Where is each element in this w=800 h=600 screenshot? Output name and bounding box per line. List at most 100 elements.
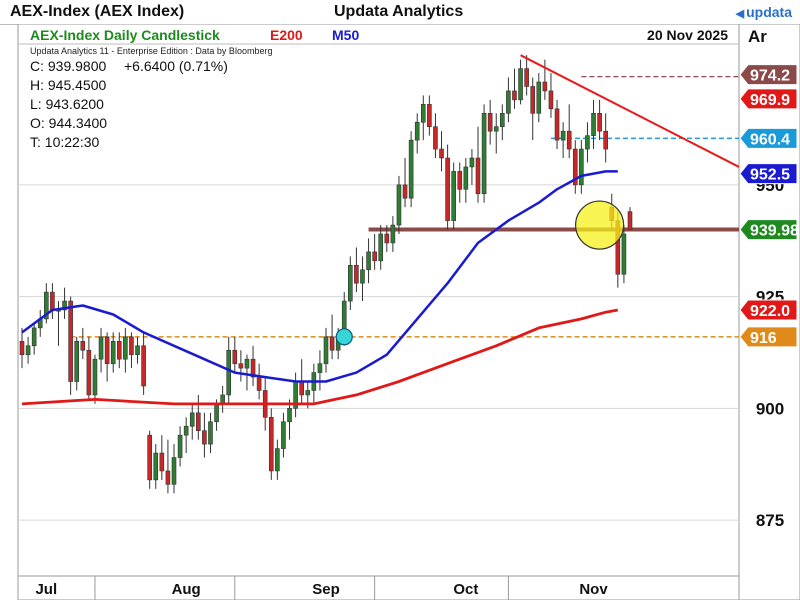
candle-body — [366, 251, 371, 271]
price-tag-bg — [739, 219, 798, 241]
candle-body — [384, 233, 390, 244]
x-label-oct: Oct — [453, 581, 478, 598]
candle-body — [487, 112, 493, 132]
chart-title: AEX-Index Daily Candlestick — [30, 27, 220, 43]
candle-body — [360, 269, 365, 284]
candle-body — [591, 112, 596, 136]
candle-body — [104, 336, 110, 364]
price-tag-text: 922.0 — [750, 303, 790, 320]
updata-logo-icon: ◀ — [735, 8, 745, 20]
candle-body — [68, 300, 73, 382]
price-tag-text: 916 — [750, 330, 777, 347]
x-label-nov: Nov — [579, 581, 608, 598]
candle-body — [31, 327, 37, 347]
candle-body — [396, 184, 402, 226]
ma50-line — [21, 170, 618, 383]
candle-body — [579, 148, 584, 186]
price-tag-922-0: 922.0 — [739, 299, 798, 321]
candle-body — [475, 157, 481, 195]
candle-body — [92, 358, 98, 396]
candle-body — [189, 412, 195, 427]
candle-body — [305, 390, 311, 396]
price-tag-text: 969.9 — [750, 92, 790, 109]
price-tag-969-9: 969.9 — [739, 88, 798, 110]
candle-body — [354, 264, 359, 284]
x-label-jul: Jul — [35, 581, 57, 598]
candle-body — [196, 412, 201, 432]
candle-body — [256, 376, 262, 391]
candle-body — [408, 139, 414, 199]
candle-body — [554, 108, 560, 141]
readout-time: T: 10:22:30 — [30, 134, 99, 150]
candle-body — [512, 90, 517, 101]
price-tag-bg — [739, 326, 798, 348]
candle-body — [390, 224, 396, 244]
ema200-line — [21, 308, 619, 406]
candle-body — [287, 408, 292, 423]
price-tag-916: 916 — [739, 326, 798, 348]
candle-body — [348, 264, 353, 302]
candle-body — [481, 112, 487, 195]
price-tag-bg — [739, 88, 798, 110]
candle-body — [572, 148, 578, 186]
candle-body — [414, 121, 420, 141]
plot-area[interactable] — [17, 24, 740, 577]
candle-body — [238, 363, 244, 369]
price-tag-bg — [739, 127, 798, 149]
candle-body — [493, 126, 499, 132]
candle-body — [548, 90, 554, 110]
candle-body — [281, 421, 286, 449]
y-tick-875: 875 — [756, 511, 784, 530]
candle-body — [560, 130, 566, 141]
brand-logo: ◀ updata — [736, 4, 792, 20]
candle-body — [420, 104, 426, 123]
candle-body — [566, 130, 572, 150]
markers — [335, 200, 625, 346]
candle-body — [457, 171, 463, 190]
candle-body — [25, 345, 31, 356]
candle-body — [74, 340, 80, 382]
candle-body — [171, 457, 177, 485]
candle-body — [250, 358, 256, 378]
candle-body — [129, 336, 134, 356]
candle-body — [232, 349, 238, 364]
candle-body — [451, 171, 456, 221]
chart-date: 20 Nov 2025 — [647, 27, 728, 43]
window-title: AEX-Index (AEX Index) — [10, 3, 185, 20]
x-axis: Jul Aug Sep Oct Nov — [35, 576, 608, 600]
candle-body — [469, 157, 475, 168]
candle-body — [323, 336, 329, 364]
candle-body — [463, 166, 469, 190]
legend-m50: M50 — [332, 27, 359, 43]
grid-lines — [18, 184, 739, 521]
price-tag-bg — [739, 163, 798, 185]
candle-body — [86, 349, 92, 396]
candle-body — [226, 349, 232, 396]
candle-body — [275, 448, 280, 472]
candle-body — [597, 112, 602, 132]
scale-label: Ar — [748, 27, 767, 46]
candle-body — [603, 130, 608, 150]
x-label-aug: Aug — [172, 581, 201, 598]
candle-body — [135, 345, 140, 356]
price-tag-bg — [739, 64, 798, 86]
candle-body — [159, 452, 165, 472]
price-tag-text: 974.2 — [750, 68, 790, 85]
title-bar: AEX-Index (AEX Index) Updata Analytics ◀… — [0, 0, 800, 25]
price-tag-text: 952.5 — [750, 167, 790, 184]
candle-body — [208, 421, 213, 445]
candle-body — [378, 233, 384, 262]
candle-body — [329, 336, 335, 351]
candle-body — [542, 81, 548, 92]
candle-body — [98, 336, 104, 360]
data-source-note: Updata Analytics 11 - Enterprise Edition… — [30, 46, 272, 56]
time-axis-panel — [17, 575, 740, 600]
candle-body — [506, 90, 511, 114]
candle-body — [244, 358, 250, 369]
y-tick-900: 900 — [756, 399, 784, 418]
readout-open: O: 944.3400 — [30, 115, 107, 131]
indicator-lines — [21, 54, 740, 406]
candle-body — [110, 340, 116, 364]
candle-body — [153, 452, 159, 481]
